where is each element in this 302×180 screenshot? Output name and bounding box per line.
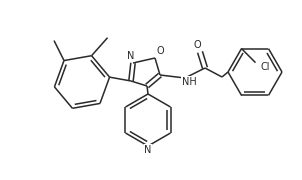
Text: Cl: Cl xyxy=(261,62,270,72)
Text: NH: NH xyxy=(182,77,196,87)
Text: O: O xyxy=(193,40,201,50)
Text: N: N xyxy=(144,145,152,155)
Text: N: N xyxy=(127,51,135,61)
Text: O: O xyxy=(156,46,164,56)
